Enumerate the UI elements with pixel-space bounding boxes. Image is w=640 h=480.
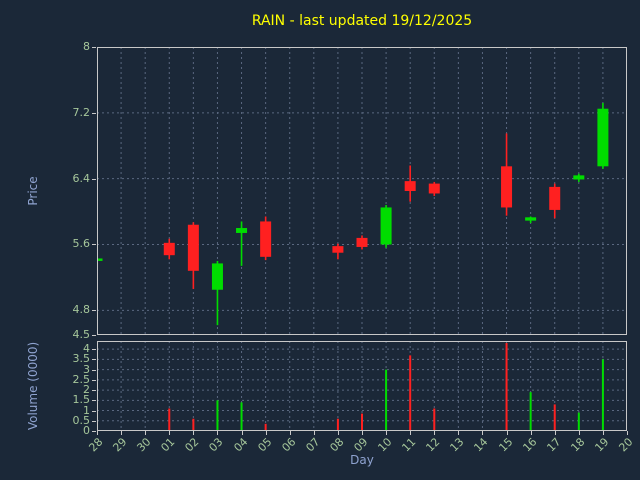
price-tick-mark [92,244,96,246]
x-tick-mark [337,431,339,435]
volume-tick-mark [92,359,96,361]
volume-tick-mark [92,379,96,381]
candle-body [163,242,175,256]
price-tick-label: 5.6 [72,237,91,251]
candle-body [97,258,103,261]
candle-03 [211,260,223,326]
volume-tick-label: 3.5 [72,352,91,366]
volume-tick-mark [92,400,96,402]
volume-tick-label: 3 [83,362,90,376]
candle-04 [236,221,248,266]
candle-19 [597,102,609,169]
price-tick-label: 4.8 [72,303,91,317]
candle-body [573,175,585,180]
x-tick-mark [169,431,171,435]
x-tick-mark [289,431,291,435]
candle-01 [163,238,175,260]
volume-tick-label: 0 [83,424,90,437]
candle-body [332,246,344,253]
candle-17 [549,183,561,219]
candle-body [380,207,392,245]
volume-tick-label: 1.5 [72,393,91,407]
candle-body [597,108,609,167]
x-tick-mark [241,431,243,435]
candle-02 [187,222,199,289]
x-tick-mark [410,431,412,435]
price-tick-label: 7.2 [72,105,91,119]
volume-tick-mark [92,431,96,432]
candle-body [260,221,272,257]
candle-18 [573,173,585,182]
candle-body [404,181,416,191]
candle-body [525,217,537,221]
volume-tick-label: 4 [83,342,90,356]
candle-body [211,263,223,290]
price-tick-mark [92,47,96,48]
volume-tick-mark [92,349,96,351]
candle-body [356,237,368,247]
x-tick-mark [265,431,267,435]
x-tick-mark [554,431,556,435]
volume-plot-frame [97,341,627,431]
candle-08 [332,243,344,260]
price-tick-label: 6.4 [72,171,91,185]
candle-10 [380,204,392,248]
x-tick-mark [121,431,123,435]
candle-15 [501,133,513,216]
x-tick-mark [602,431,604,435]
x-tick-mark [145,431,147,435]
price-tick-label: 8 [83,40,90,53]
price-tick-mark [92,112,96,114]
x-tick-mark [506,431,508,435]
candle-11 [404,165,416,202]
volume-tick-mark [92,410,96,412]
volume-tick-mark [92,420,96,422]
candle-body [428,183,440,194]
price-plot [97,47,627,335]
x-tick-mark [578,431,580,435]
volume-plot [97,341,627,431]
price-tick-mark [92,335,96,336]
price-axis-label: Price [26,176,40,206]
price-tick-mark [92,178,96,180]
volume-tick-label: 2.5 [72,372,91,386]
x-axis-label: Day [350,453,374,467]
volume-axis-label: Volume (0000) [26,341,40,431]
x-tick-mark [458,431,460,435]
volume-tick-mark [92,369,96,371]
candle-05 [260,216,272,261]
candle-12 [428,181,440,196]
volume-tick-label: 2 [83,383,90,397]
volume-tick-label: 1 [83,403,90,417]
x-tick-mark [530,431,532,435]
x-tick-mark [97,431,98,435]
candle-body [549,186,561,210]
chart-title: RAIN - last updated 19/12/2025 [251,13,473,29]
price-plot-frame [97,47,627,335]
candle-09 [356,235,368,250]
volume-tick-mark [92,390,96,392]
x-tick-mark [217,431,219,435]
candle-16 [525,216,537,224]
x-tick-mark [482,431,484,435]
candle-body [501,166,513,208]
x-tick-mark [193,431,195,435]
candle-28 [97,258,103,262]
x-tick-mark [627,431,628,435]
x-tick-mark [313,431,315,435]
candle-body [187,224,199,271]
volume-tick-label: 0.5 [72,413,91,427]
candle-body [236,228,248,233]
price-tick-label: 4.5 [72,328,91,341]
x-tick-mark [386,431,388,435]
x-tick-mark [434,431,436,435]
x-tick-mark [362,431,363,435]
price-tick-mark [92,310,96,312]
